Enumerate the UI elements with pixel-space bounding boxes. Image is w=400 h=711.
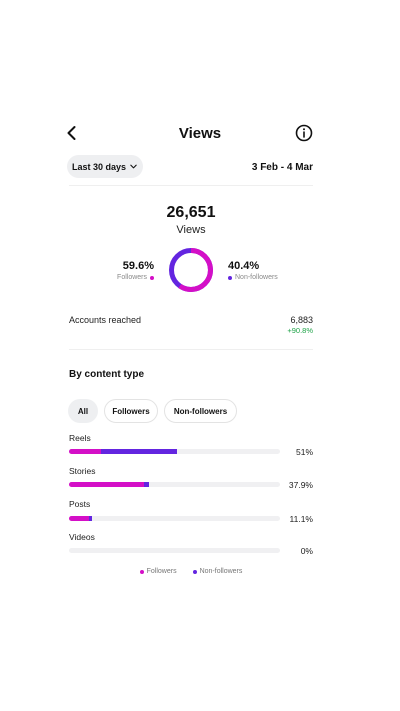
bar-segment-nonfollowers	[101, 449, 177, 454]
donut-followers-arc	[169, 248, 213, 292]
legend-item-followers: Followers	[139, 568, 177, 575]
info-icon	[295, 124, 313, 142]
chart-legend: Followers Non-followers	[0, 568, 382, 575]
audience-donut-chart	[169, 248, 213, 292]
content-type-bar-videos	[69, 548, 280, 553]
nonfollowers-dot-icon	[228, 275, 232, 280]
content-type-label-stories: Stories	[69, 466, 96, 476]
bar-segment-followers	[69, 516, 89, 521]
chevron-down-icon	[130, 164, 137, 169]
content-type-percent-reels: 51%	[295, 447, 313, 457]
filter-chip-all[interactable]: All	[68, 399, 98, 423]
back-button[interactable]	[62, 123, 82, 143]
content-type-percent-stories: 37.9%	[288, 480, 313, 490]
date-range-dropdown[interactable]: Last 30 days	[67, 155, 143, 178]
divider	[69, 349, 313, 350]
followers-percent: 59.6%	[122, 260, 154, 272]
legend-label-nonfollowers: Non-followers	[199, 568, 243, 575]
bar-segment-followers	[69, 482, 144, 487]
followers-dot-icon	[139, 569, 144, 574]
accounts-reached-value: 6,883	[290, 315, 313, 325]
accounts-reached-change: +90.8%	[287, 326, 313, 335]
bar-segment-nonfollowers	[144, 482, 149, 487]
divider	[69, 185, 313, 186]
filter-chip-followers[interactable]: Followers	[104, 399, 158, 423]
content-type-bar-stories	[69, 482, 280, 487]
nonfollowers-percent: 40.4%	[228, 260, 260, 272]
date-range-text: 3 Feb - 4 Mar	[251, 162, 313, 173]
views-label: Views	[176, 224, 206, 236]
date-range-dropdown-label: Last 30 days	[71, 161, 127, 172]
legend-item-nonfollowers: Non-followers	[192, 568, 243, 575]
content-type-bar-posts	[69, 516, 280, 521]
page-title: Views	[178, 125, 222, 142]
legend-label-followers: Followers	[146, 568, 177, 575]
content-type-bar-reels	[69, 449, 280, 454]
bar-segment-nonfollowers	[89, 516, 92, 521]
content-type-percent-videos: 0%	[300, 546, 313, 556]
nonfollowers-stat: 40.4% Non-followers	[228, 260, 278, 281]
section-title: By content type	[69, 369, 145, 380]
chevron-left-icon	[67, 126, 76, 140]
content-type-percent-posts: 11.1%	[289, 514, 313, 524]
views-count: 26,651	[166, 204, 216, 221]
content-type-label-posts: Posts	[69, 499, 91, 509]
info-button[interactable]	[294, 123, 314, 143]
followers-label: Followers	[117, 274, 147, 281]
bar-segment-followers	[69, 449, 101, 454]
nonfollowers-label: Non-followers	[235, 274, 278, 281]
filter-chip-nonfollowers[interactable]: Non-followers	[164, 399, 237, 423]
content-type-label-reels: Reels	[69, 433, 91, 443]
nonfollowers-dot-icon	[192, 569, 197, 574]
accounts-reached-label: Accounts reached	[69, 315, 142, 325]
content-type-label-videos: Videos	[69, 532, 95, 542]
followers-stat: 59.6% Followers	[117, 260, 154, 281]
followers-dot-icon	[150, 275, 154, 280]
